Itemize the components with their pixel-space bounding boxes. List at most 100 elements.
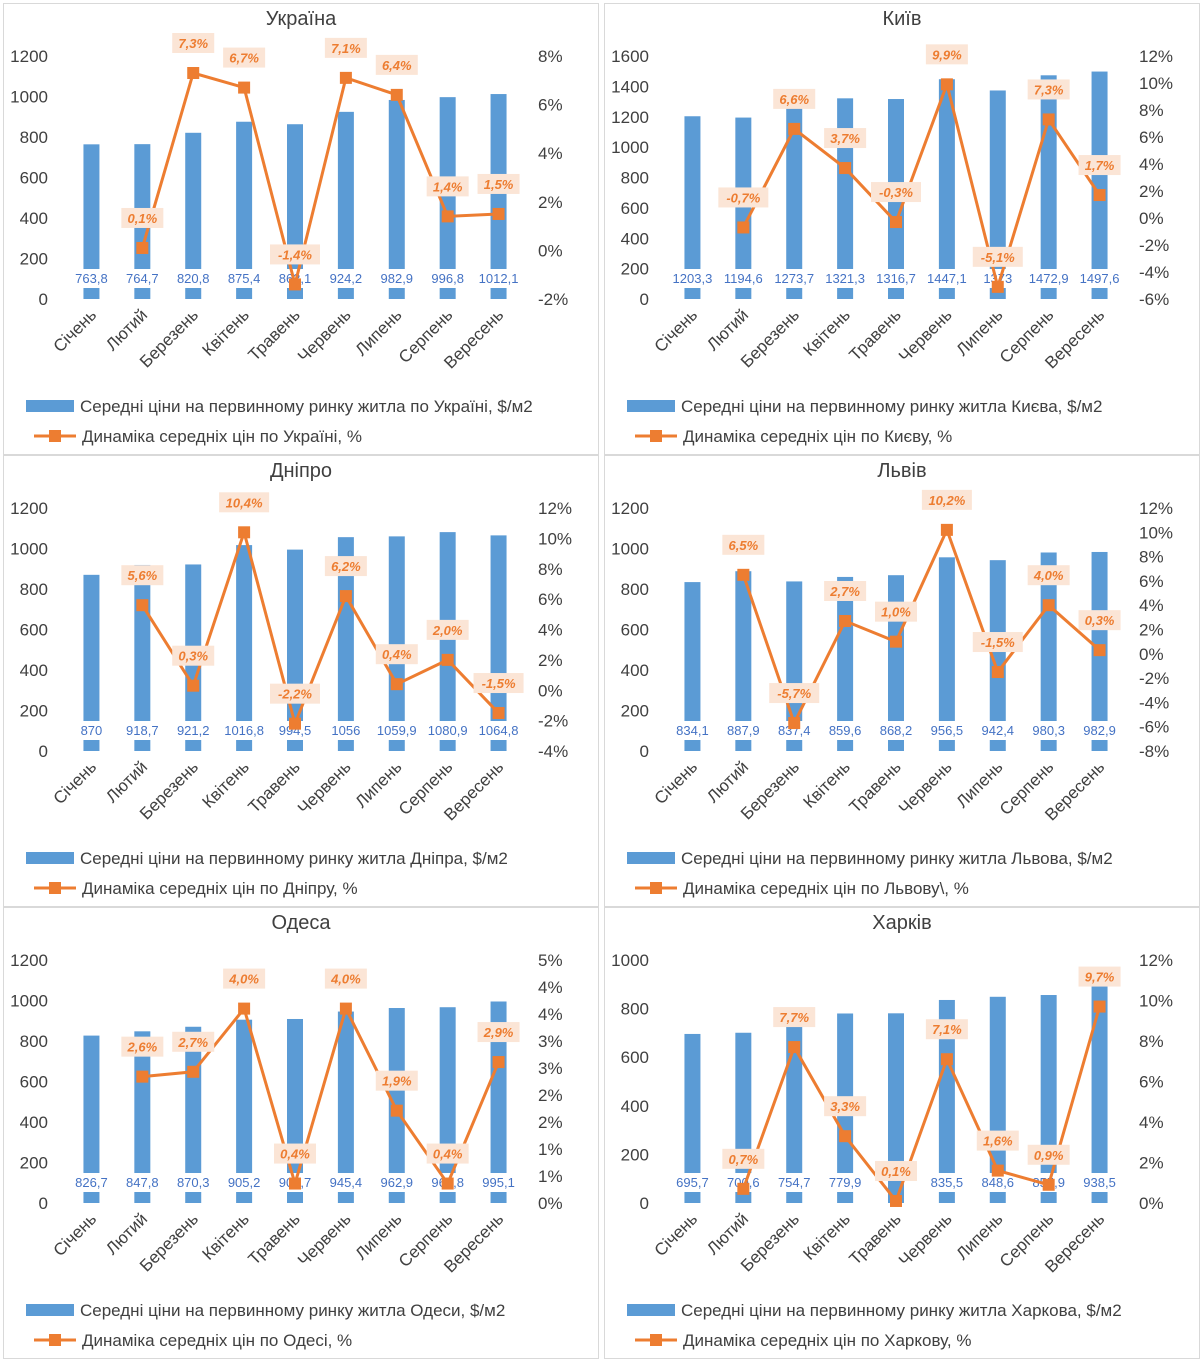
y-left-tick-label: 1000 <box>611 138 649 157</box>
percent-label: -1,5% <box>482 676 516 691</box>
bar <box>735 571 752 751</box>
y-left-tick-label: 600 <box>621 1048 649 1067</box>
bar-value-label: 994,5 <box>279 723 312 738</box>
y-left-tick-label: 200 <box>20 250 48 269</box>
line-marker <box>187 679 200 692</box>
bar-value-bg <box>119 721 166 740</box>
chart-panel-kyiv: Київ 0 200 400 600 800 1000 1200 1400 1600 -6% -4% -… <box>604 3 1200 455</box>
percent-label-bg <box>773 88 816 109</box>
percent-label: 0,3% <box>178 649 208 664</box>
bar-value-bg <box>68 1173 115 1192</box>
percent-label-bg <box>375 54 418 75</box>
chart-svg-odesa: Одеса 0 200 400 600 800 1000 1200 0% 1% 1% 2% 2% 3% 3%… <box>10 912 563 1350</box>
percent-label-bg <box>875 1160 917 1181</box>
x-category-label: Червень <box>294 1209 355 1270</box>
y-left-tick-label: 600 <box>20 621 48 640</box>
percent-label: 2,9% <box>483 1025 514 1040</box>
y-right-tick-label: 5% <box>538 951 563 970</box>
y-right-tick-label: 12% <box>1139 951 1173 970</box>
chart-title: Харків <box>872 912 931 934</box>
bar-value-label: 887,9 <box>727 723 760 738</box>
percent-label-bg <box>375 1070 418 1091</box>
bar-value-bg <box>720 721 767 740</box>
legend-label-line: Динаміка середніх цін по Дніпру, % <box>82 879 358 898</box>
percent-label: 10,2% <box>928 493 965 508</box>
bar <box>938 79 955 300</box>
line-marker <box>839 614 852 627</box>
bar <box>490 1001 507 1203</box>
percent-label: 7,1% <box>331 41 361 56</box>
bar-value-bg <box>373 1173 420 1192</box>
y-left-tick-label: 0 <box>640 742 649 761</box>
legend-swatch-marker <box>49 882 61 894</box>
y-right-tick-label: 4% <box>1139 596 1164 615</box>
percent-label-bg <box>219 492 270 513</box>
legend-label-line: Динаміка середніх цін по Києву, % <box>683 427 952 446</box>
bar-value-bg <box>771 721 818 740</box>
line-series <box>741 525 1101 727</box>
bar-value-label: 779,9 <box>829 1175 862 1190</box>
y-right-tick-label: 8% <box>538 47 563 66</box>
line-marker <box>991 1164 1004 1177</box>
line-marker <box>788 1041 801 1054</box>
x-category-label: Травень <box>846 305 905 364</box>
percent-label: 5,6% <box>128 568 158 583</box>
y-left-tick-label: 200 <box>20 702 48 721</box>
percent-label: 0,4% <box>382 647 412 662</box>
bar <box>388 536 405 751</box>
bar <box>388 99 405 299</box>
legend-swatch-marker <box>650 430 662 442</box>
y-right-tick-label: 4% <box>1139 1113 1164 1132</box>
bar-value-label: 924,2 <box>330 271 363 286</box>
percent-label-bg <box>172 33 215 54</box>
percent-label: 0,7% <box>729 1152 759 1167</box>
bar-value-bg <box>818 269 873 288</box>
y-right-tick-label: 2% <box>1139 1154 1164 1173</box>
bar-value-bg <box>68 269 115 288</box>
bar-value-bg <box>919 269 974 288</box>
y-right-tick-label: 3% <box>538 1032 563 1051</box>
line-marker <box>1042 113 1055 126</box>
percent-label: 1,4% <box>433 179 463 194</box>
bar <box>83 574 100 751</box>
y-right-tick-label: 12% <box>1139 499 1173 518</box>
bar-value-bg <box>1076 721 1123 740</box>
y-right-tick-label: -4% <box>1139 693 1169 712</box>
y-left-tick-label: 1200 <box>611 108 649 127</box>
legend-label-bars: Середні ціни на первинному ринку житла Л… <box>681 849 1113 868</box>
bar <box>888 1013 904 1203</box>
chart-title: Дніпро <box>270 460 332 482</box>
bar-value-bg <box>373 269 420 288</box>
y-left-tick-label: 0 <box>39 290 48 309</box>
percent-label: 4,0% <box>1033 568 1064 583</box>
bar-value-label: 875,4 <box>228 271 261 286</box>
percent-label: 0,1% <box>881 1164 911 1179</box>
y-right-tick-label: 4% <box>1139 155 1164 174</box>
chart-svg-lviv: Львів 0 200 400 600 800 1000 1200 -8% -6% -4% -2% 0%… <box>611 460 1173 898</box>
bar-value-bg <box>420 721 475 740</box>
bar-value-label: 834,1 <box>676 723 709 738</box>
percent-label-bg <box>722 1148 765 1169</box>
line-marker <box>1042 1178 1055 1191</box>
percent-label-bg <box>769 683 820 704</box>
bar-value-label: 868,2 <box>880 723 913 738</box>
line-marker <box>940 1053 953 1066</box>
x-category-label: Червень <box>895 305 956 366</box>
bar-value-bg <box>471 721 526 740</box>
y-right-tick-label: -6% <box>1139 718 1169 737</box>
percent-label: 7,1% <box>932 1022 962 1037</box>
line-marker <box>1093 1000 1106 1013</box>
bar-value-label: 870,3 <box>177 1175 210 1190</box>
y-right-tick-label: -2% <box>1139 236 1169 255</box>
percent-label: 0,4% <box>433 1147 463 1162</box>
percent-label: 7,3% <box>178 36 208 51</box>
y-left-tick-label: 1000 <box>611 540 649 559</box>
chart-svg-kharkiv: Харків 0 200 400 600 800 1000 0% 2% 4% 6% 8% 10% 12% 6… <box>611 912 1173 1350</box>
percent-label: -5,7% <box>777 686 811 701</box>
y-left-tick-label: 1200 <box>10 499 48 518</box>
line-marker <box>1093 644 1106 657</box>
legend-swatch-bars <box>627 1304 675 1316</box>
percent-label: 6,4% <box>382 58 412 73</box>
y-right-tick-label: 1% <box>538 1167 563 1186</box>
y-right-tick-label: -2% <box>538 290 568 309</box>
